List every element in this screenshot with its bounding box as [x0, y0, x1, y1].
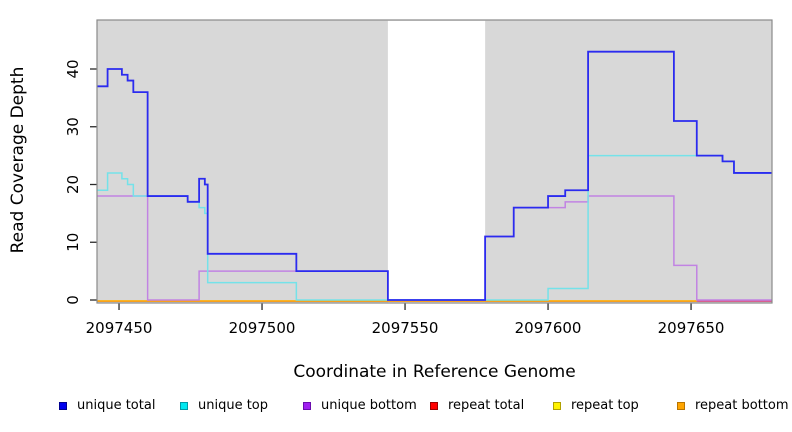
y-tick-label: 10 — [64, 233, 82, 252]
x-tick-label: 2097450 — [86, 319, 153, 337]
x-axis-title: Coordinate in Reference Genome — [293, 362, 576, 382]
unique-top-swatch-icon — [180, 402, 188, 410]
legend: unique total unique top unique bottom repea… — [0, 397, 792, 419]
unique-total-swatch-icon — [59, 402, 67, 410]
x-tick-label: 2097600 — [515, 319, 582, 337]
repeat-top-swatch-icon — [553, 402, 561, 410]
unique-bottom-swatch-icon — [303, 402, 311, 410]
y-tick-label: 40 — [64, 59, 82, 78]
series-line-unique-top — [97, 154, 772, 301]
repeat-bottom-swatch-icon — [677, 402, 685, 410]
y-tick-label: 20 — [64, 175, 82, 194]
legend-label: unique bottom — [321, 398, 417, 413]
masked-region — [387, 20, 486, 303]
legend-label: repeat total — [448, 398, 525, 413]
repeat-total-swatch-icon — [430, 402, 438, 410]
x-tick-label: 2097500 — [229, 319, 296, 337]
series-line-unique-total — [97, 50, 772, 301]
legend-label: repeat bottom — [695, 398, 789, 413]
legend-label: unique top — [198, 398, 269, 413]
legend-label: unique total — [77, 398, 156, 413]
y-tick-label: 30 — [64, 117, 82, 136]
x-tick-label: 2097550 — [372, 319, 439, 337]
x-tick-label: 2097650 — [658, 319, 725, 337]
y-tick-label: 0 — [64, 295, 82, 305]
legend-label: repeat top — [571, 398, 639, 413]
plot-border — [96, 19, 773, 304]
